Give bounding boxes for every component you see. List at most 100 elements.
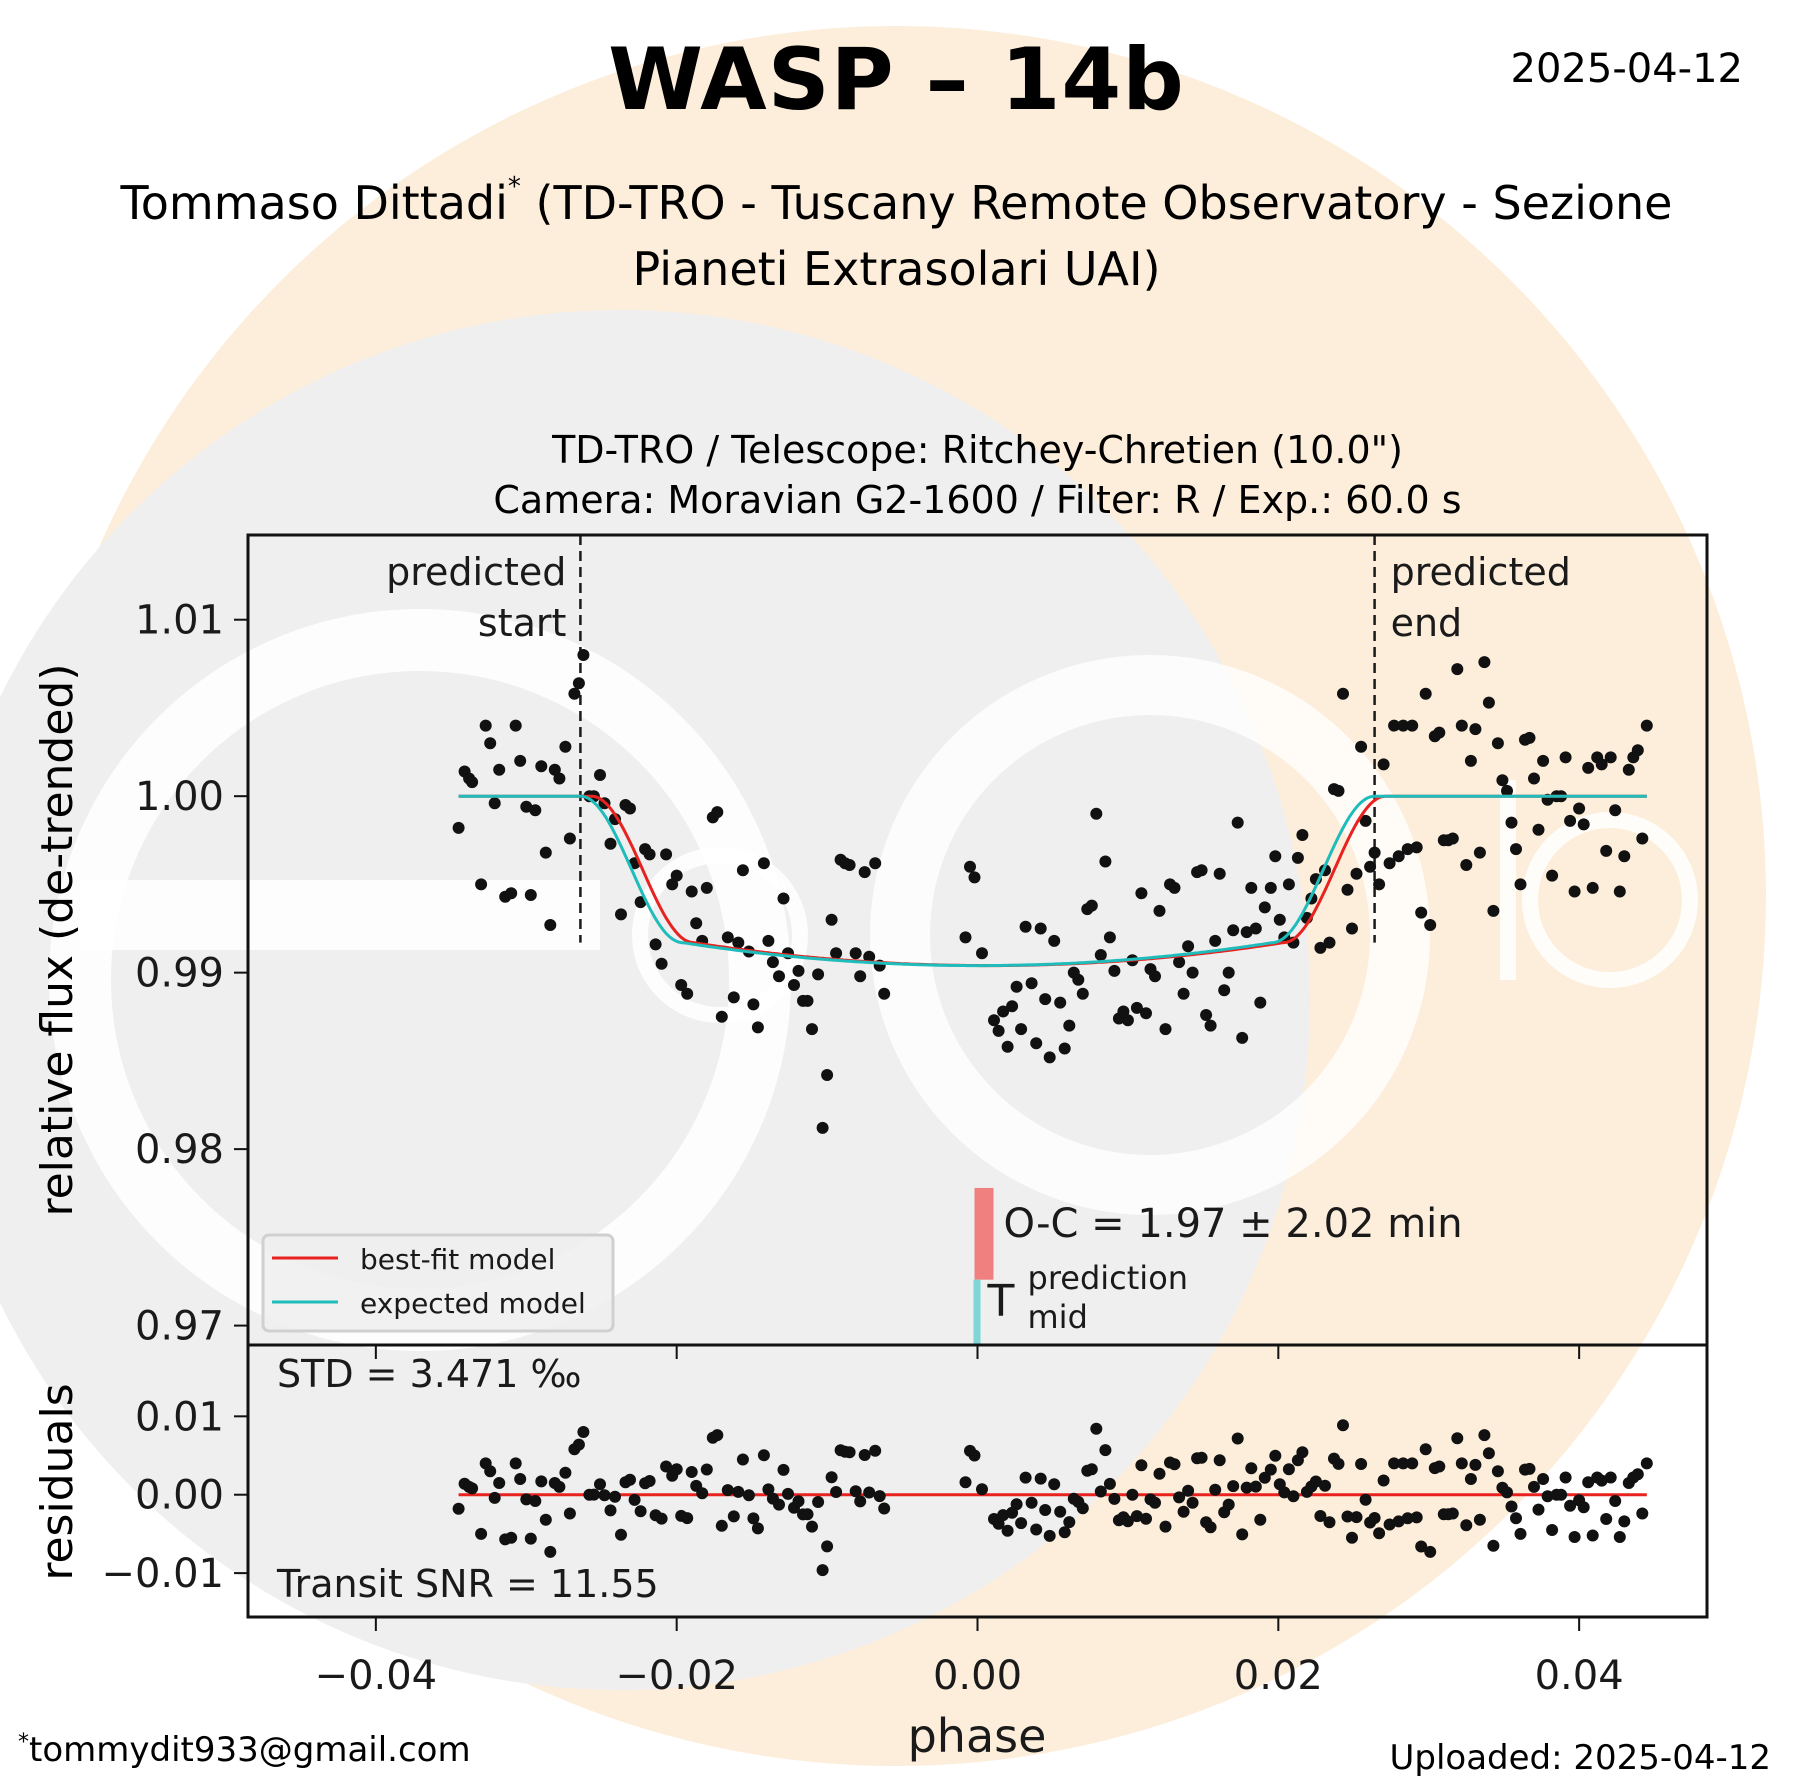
data-point <box>1332 784 1345 797</box>
residual-point <box>1076 1502 1089 1515</box>
residual-point <box>1337 1419 1349 1432</box>
data-point <box>1006 1000 1019 1013</box>
residual-point <box>1537 1473 1550 1485</box>
data-point <box>1636 832 1649 845</box>
residual-point <box>634 1505 647 1518</box>
data-point <box>1337 687 1349 700</box>
y-tick-label: 1.01 <box>135 598 224 644</box>
residual-point <box>1505 1500 1518 1513</box>
residual-point <box>1019 1471 1032 1484</box>
data-point <box>1291 851 1304 864</box>
residual-point <box>792 1495 805 1508</box>
residual-point <box>1419 1443 1432 1456</box>
data-point <box>524 889 537 901</box>
data-point <box>493 763 506 776</box>
data-point <box>1264 881 1277 894</box>
residual-point <box>1222 1498 1235 1511</box>
residual-point <box>1030 1523 1043 1536</box>
residual-point <box>685 1466 698 1478</box>
data-point <box>475 878 488 891</box>
data-point <box>690 917 703 930</box>
data-point <box>1537 754 1550 767</box>
data-point <box>1609 804 1622 817</box>
x-tick-label: 0.00 <box>933 1653 1022 1699</box>
data-point <box>1388 719 1401 732</box>
data-point <box>1559 751 1572 764</box>
residual-point <box>1388 1457 1401 1470</box>
residual-point <box>1469 1458 1482 1471</box>
residual-point <box>959 1476 972 1489</box>
watermark-l-stroke <box>1500 780 1516 980</box>
residual-point <box>1355 1458 1368 1470</box>
residual-point <box>1373 1527 1386 1540</box>
data-point <box>1595 758 1608 771</box>
data-point <box>1469 723 1482 736</box>
residual-point <box>1227 1480 1240 1493</box>
residual-point <box>1296 1446 1309 1459</box>
data-point <box>992 1024 1005 1037</box>
residual-point <box>615 1528 627 1541</box>
data-point <box>1514 878 1527 891</box>
residual-point <box>505 1531 518 1544</box>
residual-point <box>1108 1492 1121 1505</box>
data-point <box>1168 881 1181 894</box>
data-point <box>1258 901 1271 914</box>
data-point <box>1528 772 1540 785</box>
data-point <box>1135 887 1148 900</box>
residual-point <box>1126 1488 1139 1501</box>
residual-point <box>609 1490 621 1503</box>
residual-point <box>777 1463 790 1476</box>
email-marker: * <box>18 1730 29 1755</box>
residual-y-tick-label: 0.00 <box>135 1473 224 1519</box>
residual-point <box>1514 1527 1527 1540</box>
data-point <box>1401 843 1414 856</box>
data-point <box>1505 816 1518 829</box>
data-point <box>1200 1009 1213 1021</box>
data-point <box>1640 719 1653 732</box>
data-point <box>801 994 814 1007</box>
residual-point <box>878 1502 891 1515</box>
residual-point <box>821 1540 834 1553</box>
data-point <box>479 719 492 732</box>
data-point <box>773 970 785 983</box>
data-point <box>766 956 779 969</box>
data-point <box>1121 1014 1134 1027</box>
residual-point <box>529 1495 542 1507</box>
data-point <box>1254 996 1267 1009</box>
data-point <box>1631 744 1644 757</box>
residual-point <box>514 1473 527 1485</box>
data-point <box>1433 726 1446 739</box>
y-tick-label: 0.98 <box>135 1127 224 1173</box>
observer-affiliation: (TD-TRO - Tuscany Remote Observatory - S… <box>535 176 1673 230</box>
data-point <box>1034 922 1047 935</box>
x-tick-label: 0.02 <box>1234 1653 1323 1699</box>
data-point <box>1231 816 1244 829</box>
data-point <box>1090 807 1103 820</box>
data-point <box>1019 920 1032 933</box>
residual-point <box>1433 1460 1446 1473</box>
legend-box <box>261 1233 615 1333</box>
residual-point <box>1173 1491 1186 1504</box>
residual-point <box>1564 1499 1577 1512</box>
data-point <box>1455 719 1468 732</box>
residual-point <box>1568 1531 1581 1543</box>
camera-subtitle: Camera: Moravian G2-1600 / Filter: R / E… <box>493 478 1462 522</box>
data-point <box>1460 859 1473 871</box>
residual-point <box>655 1512 668 1525</box>
predicted-end-label-2: end <box>1391 601 1463 645</box>
y-axis-label-flux: relative flux (de-trended) <box>32 663 83 1216</box>
data-point <box>751 1021 764 1034</box>
residual-point <box>452 1502 465 1515</box>
data-point <box>1464 754 1477 767</box>
residual-point <box>539 1513 552 1526</box>
residual-point <box>1415 1540 1428 1553</box>
data-point <box>1296 829 1309 841</box>
data-point <box>1043 1051 1056 1064</box>
data-point <box>563 832 576 845</box>
residual-point <box>1487 1539 1500 1552</box>
residual-point <box>1103 1477 1116 1490</box>
residual-point <box>1332 1457 1345 1470</box>
residual-point <box>1555 1488 1568 1501</box>
data-point <box>1415 906 1428 919</box>
residual-point <box>587 1488 600 1501</box>
